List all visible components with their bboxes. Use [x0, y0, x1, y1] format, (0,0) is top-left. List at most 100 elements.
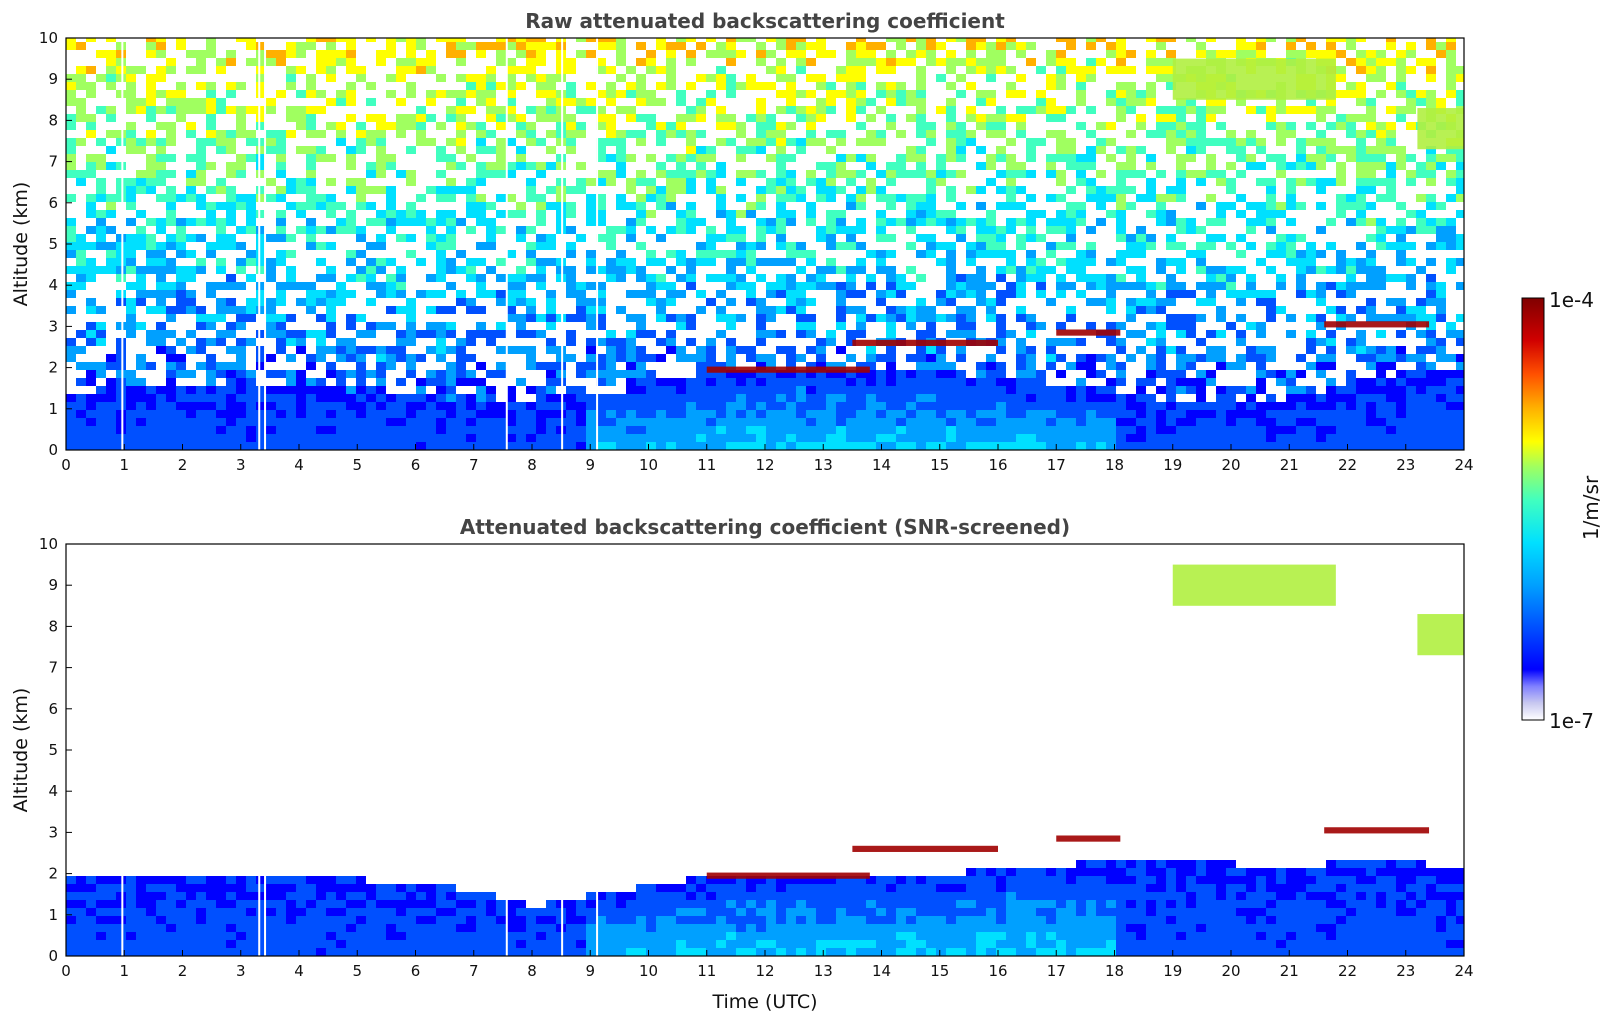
heatmap-cell: [846, 402, 856, 410]
heatmap-cell: [456, 370, 466, 378]
heatmap-cell: [296, 346, 306, 354]
heatmap-cell: [996, 42, 1006, 50]
heatmap-cell: [1216, 346, 1226, 354]
heatmap-cell: [1326, 354, 1336, 362]
heatmap-cell: [1446, 50, 1456, 58]
heatmap-cell: [746, 266, 756, 274]
heatmap-cell: [836, 290, 846, 298]
heatmap-cell: [416, 378, 426, 386]
heatmap-cell: [466, 426, 476, 434]
heatmap-cell: [166, 258, 176, 266]
heatmap-cell: [336, 884, 346, 892]
heatmap-cell: [996, 202, 1006, 210]
heatmap-cell: [1206, 162, 1216, 170]
heatmap-cell: [1446, 170, 1456, 178]
heatmap-cell: [86, 916, 96, 924]
heatmap-cell: [316, 948, 326, 956]
heatmap-cell: [1116, 370, 1126, 378]
heatmap-cell: [966, 418, 976, 426]
heatmap-cell: [196, 234, 206, 242]
heatmap-cell: [166, 98, 176, 106]
heatmap-cell: [296, 892, 306, 900]
heatmap-cell: [436, 290, 446, 298]
heatmap-cell: [886, 194, 896, 202]
heatmap-cell: [586, 338, 596, 346]
heatmap-cell: [626, 178, 636, 186]
heatmap-cell: [1136, 146, 1146, 154]
heatmap-cell: [806, 250, 816, 258]
heatmap-cell: [626, 130, 636, 138]
heatmap-cell: [1246, 410, 1256, 418]
heatmap-cell: [1076, 418, 1086, 426]
heatmap-cell: [716, 306, 726, 314]
heatmap-cell: [226, 916, 236, 924]
heatmap-cell: [686, 210, 696, 218]
heatmap-cell: [516, 274, 526, 282]
heatmap-cell: [126, 178, 136, 186]
heatmap-cell: [196, 202, 206, 210]
heatmap-cell: [826, 394, 836, 402]
heatmap-cell: [186, 346, 196, 354]
heatmap-cell: [156, 42, 166, 50]
heatmap-cell: [1026, 194, 1036, 202]
heatmap-cell: [226, 146, 236, 154]
heatmap-cell: [136, 948, 146, 956]
heatmap-cell: [116, 130, 126, 138]
heatmap-cell: [856, 330, 866, 338]
heatmap-cell: [1116, 90, 1126, 98]
heatmap-cell: [1366, 354, 1376, 362]
heatmap-cell: [1016, 202, 1026, 210]
heatmap-cell: [1266, 306, 1276, 314]
heatmap-cell: [1376, 370, 1386, 378]
heatmap-cell: [1076, 170, 1086, 178]
heatmap-cell: [1446, 178, 1456, 186]
heatmap-cell: [186, 122, 196, 130]
heatmap-cell: [426, 924, 436, 932]
x-tick-label: 3: [236, 456, 246, 474]
heatmap-cell: [186, 306, 196, 314]
heatmap-cell: [846, 90, 856, 98]
heatmap-cell: [1116, 218, 1126, 226]
heatmap-cell: [536, 234, 546, 242]
heatmap-cell: [736, 226, 746, 234]
heatmap-cell: [1316, 202, 1326, 210]
heatmap-cell: [346, 426, 356, 434]
heatmap-cell: [696, 410, 706, 418]
heatmap-cell: [996, 38, 1006, 42]
heatmap-cell: [786, 250, 796, 258]
heatmap-cell: [1056, 130, 1066, 138]
heatmap-cell: [396, 932, 406, 940]
heatmap-cell: [806, 90, 816, 98]
heatmap-cell: [876, 234, 886, 242]
heatmap-cell: [986, 210, 996, 218]
heatmap-cell: [1066, 266, 1076, 274]
heatmap-cell: [786, 242, 796, 250]
heatmap-cell: [486, 426, 496, 434]
heatmap-cell: [196, 884, 206, 892]
heatmap-cell: [76, 274, 86, 282]
heatmap-cell: [1356, 394, 1366, 402]
heatmap-cell: [1166, 418, 1176, 426]
heatmap-cell: [286, 66, 296, 74]
heatmap-cell: [366, 218, 376, 226]
heatmap-cell: [526, 258, 536, 266]
heatmap-cell: [1406, 154, 1416, 162]
heatmap-cell: [446, 210, 456, 218]
heatmap-cell: [276, 298, 286, 306]
heatmap-cell: [336, 394, 346, 402]
heatmap-cell: [116, 90, 126, 98]
heatmap-cell: [736, 146, 746, 154]
heatmap-cell: [156, 66, 166, 74]
heatmap-cell: [576, 50, 586, 58]
heatmap-cell: [1216, 50, 1226, 58]
heatmap-cell: [1436, 306, 1446, 314]
heatmap-cell: [956, 146, 966, 154]
heatmap-cell: [246, 258, 256, 266]
heatmap-cell: [406, 418, 416, 426]
heatmap-cell: [1226, 290, 1236, 298]
heatmap-cell: [1266, 114, 1276, 122]
heatmap-cell: [106, 426, 116, 434]
heatmap-cell: [546, 370, 556, 378]
heatmap-cell: [626, 402, 636, 410]
heatmap-cell: [1116, 234, 1126, 242]
